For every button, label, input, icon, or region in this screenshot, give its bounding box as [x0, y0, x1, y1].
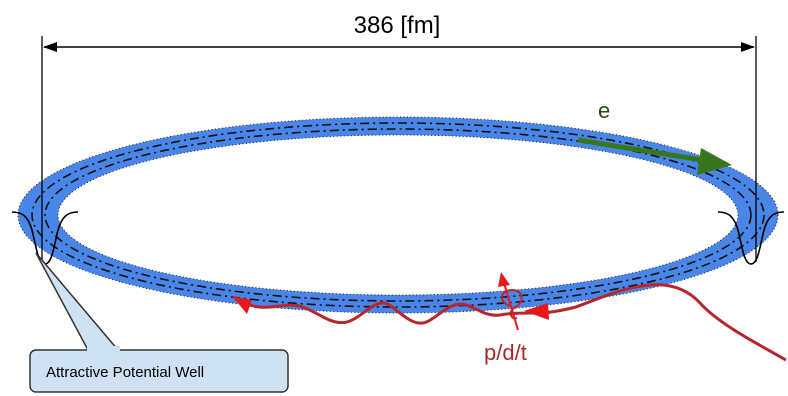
ring-inner-edge	[57, 134, 739, 296]
callout-label: Attractive Potential Well	[46, 364, 204, 381]
electron-arrow	[577, 137, 703, 163]
orbit-centerline-2	[44, 128, 752, 302]
ring-outer-edge	[17, 116, 779, 314]
particle-path	[244, 283, 787, 362]
spin-arrow	[503, 282, 519, 331]
electron-arrow-head	[697, 148, 732, 175]
potential-well-right	[717, 211, 785, 265]
orbit-centerline-1	[31, 122, 765, 308]
spin-arrow-head	[498, 272, 510, 287]
particle-arrow-head-mid	[524, 303, 549, 320]
callout-box	[29, 349, 289, 393]
electron-label: e	[598, 98, 610, 123]
spin-loop	[501, 288, 523, 320]
particle-arrow-head-left	[232, 296, 252, 314]
dimension-label: 386 [fm]	[354, 12, 441, 39]
particle-label: p/d/t	[484, 340, 527, 365]
